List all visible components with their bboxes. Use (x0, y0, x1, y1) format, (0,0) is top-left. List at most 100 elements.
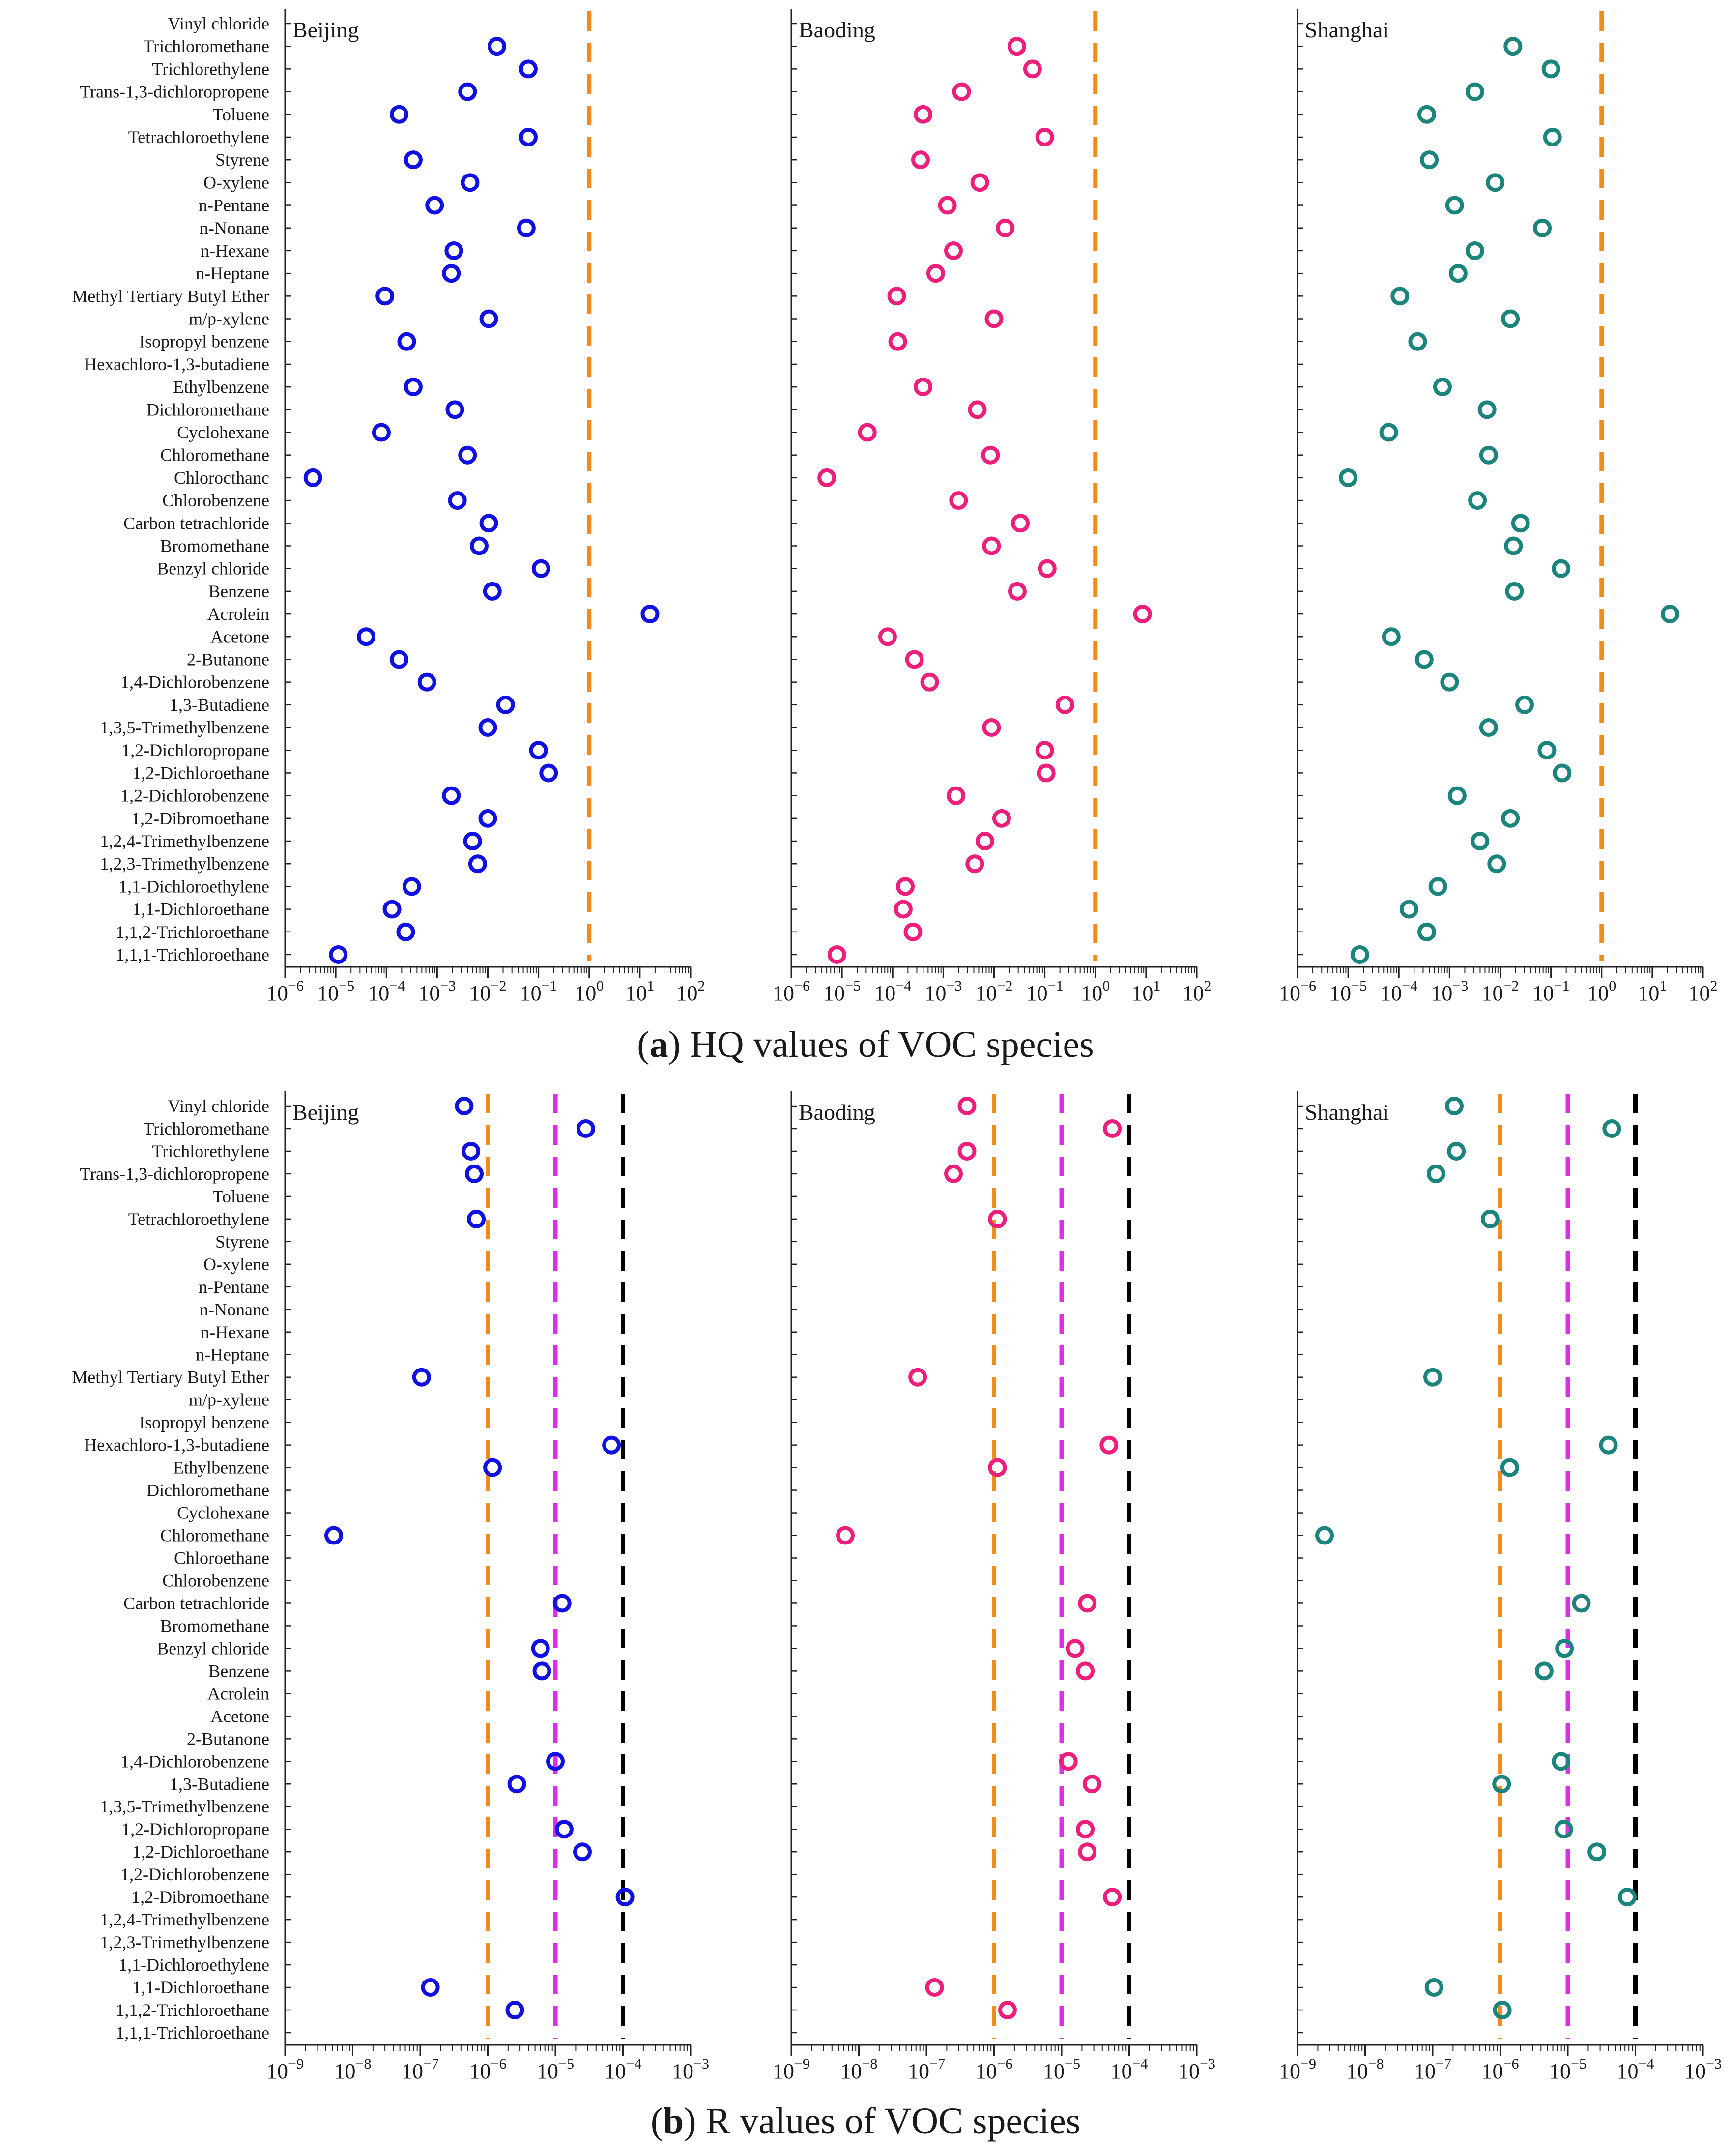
b-species-label-isopropyl-benzene: Isopropyl benzene (139, 1413, 269, 1432)
a-point-baoding-1-2-3-trimethylbenzene (965, 854, 984, 874)
a-species-label-trichlorethylene: Trichlorethylene (152, 59, 269, 79)
a-point-beijing-ethylbenzene (404, 378, 423, 397)
a-species-label-benzyl-chloride: Benzyl chloride (157, 559, 269, 579)
a-x-tick-label: 10−4 (1380, 978, 1417, 1005)
a-x-tick-label: 10−1 (520, 978, 557, 1005)
a-point-beijing-2-butanone (390, 650, 409, 669)
b-point-baoding-1-3-butadiene (1082, 1775, 1101, 1794)
a-species-label-1-3-5-trimethylbenzene: 1,3,5-Trimethylbenzene (100, 718, 269, 737)
a-point-baoding-chlorocthanc (817, 468, 837, 487)
a-point-baoding-ethylbenzene (914, 378, 933, 397)
a-point-baoding-o-xylene (970, 173, 989, 192)
b-x-tick-label: 10−7 (402, 2056, 439, 2083)
a-city-titles: Beijing Baoding Shanghai (292, 17, 1389, 42)
a-species-label-carbon-tetrachloride: Carbon tetrachloride (123, 513, 269, 533)
b-x-tick-label: 10−9 (1279, 2056, 1316, 2083)
a-point-beijing-1-1-dichloroethane (382, 900, 402, 919)
a-point-shanghai-styrene (1420, 150, 1439, 170)
b-point-shanghai-benzyl-chloride (1555, 1639, 1574, 1658)
b-point-baoding-hexachloro-1-3-butadiene (1099, 1435, 1119, 1455)
a-point-shanghai-2-butanone (1414, 650, 1434, 669)
a-x-tick-label: 10−3 (924, 978, 962, 1005)
a-point-baoding-1-1-dichloroethane (894, 900, 913, 919)
a-species-label-1-1-dichloroethane: 1,1-Dichloroethane (132, 900, 269, 919)
b-x-tick-label: 10−7 (1414, 2056, 1451, 2083)
a-point-baoding-n-heptane (926, 264, 945, 283)
a-point-shanghai-1-2-3-trimethylbenzene (1487, 854, 1506, 874)
a-point-baoding-carbon-tetrachloride (1011, 514, 1030, 533)
a-point-baoding-trichlorethylene (1023, 59, 1042, 79)
a-point-beijing-1-4-dichlorobenzene (417, 672, 436, 692)
b-species-label-dichloromethane: Dichloromethane (146, 1481, 269, 1500)
a-point-shanghai-benzene (1505, 582, 1524, 601)
a-point-shanghai-n-heptane (1448, 264, 1468, 283)
b-point-shanghai-carbon-tetrachloride (1572, 1594, 1591, 1613)
a-point-beijing-dichloromethane (445, 400, 464, 419)
a-species-label-1-2-dichlorobenzene: 1,2-Dichlorobenzene (120, 786, 269, 806)
a-point-shanghai-1-1-2-trichloroethane (1417, 922, 1436, 941)
b-point-baoding-carbon-tetrachloride (1078, 1594, 1097, 1613)
a-species-label-n-pentane: n-Pentane (199, 196, 269, 215)
a-species-label-n-heptane: n-Heptane (196, 263, 269, 283)
a-point-baoding-chlorobenzene (949, 491, 968, 510)
a-point-baoding-1-1-1-trichloroethane (827, 945, 846, 964)
a-point-beijing-1-2-dichlorobenzene (442, 786, 461, 805)
a-city-title-shanghai: Shanghai (1305, 17, 1389, 42)
a-point-beijing-1-2-dichloroethane (539, 763, 558, 783)
a-x-tick-label: 10−6 (1279, 978, 1316, 1005)
a-point-shanghai-toluene (1417, 105, 1436, 124)
a-species-label-1-1-2-trichloroethane: 1,1,2-Trichloroethane (115, 922, 269, 942)
a-x-tick-label: 10−3 (1431, 978, 1468, 1005)
a-species-label-2-butanone: 2-Butanone (187, 649, 269, 669)
b-city-titles: Beijing Baoding Shanghai (292, 1100, 1389, 1125)
a-species-label-1-2-4-trimethylbenzene: 1,2,4-Trimethylbenzene (100, 831, 269, 851)
a-point-baoding-m-p-xylene (984, 309, 1004, 328)
b-species-label-tetrachloroethylene: Tetrachloroethylene (128, 1209, 269, 1229)
a-species-label-1-2-dichloropropane: 1,2-Dichloropropane (121, 740, 269, 760)
a-species-label-1-2-dibromoethane: 1,2-Dibromoethane (131, 809, 269, 828)
a-x-tick-label: 100 (575, 978, 604, 1005)
a-species-label-1-2-3-trimethylbenzene: 1,2,3-Trimethylbenzene (100, 854, 269, 874)
a-point-shanghai-carbon-tetrachloride (1511, 514, 1530, 533)
b-point-baoding-1-2-dichloropropane (1076, 1820, 1095, 1839)
b-species-label-chlorobenzene: Chlorobenzene (162, 1571, 269, 1590)
a-point-shanghai-1-2-dichlorobenzene (1447, 786, 1467, 805)
a-point-baoding-methyl-tertiary-butyl-ether (887, 287, 906, 306)
a-point-beijing-1-2-4-trimethylbenzene (463, 832, 482, 851)
a-point-beijing-m-p-xylene (479, 309, 498, 328)
b-axes: 10−9 10−8 10−7 10−6 10−5 10−4 10−3 10−9 10−8 10−7… (266, 1091, 1722, 2083)
a-species-label-chlorocthanc: Chlorocthanc (174, 468, 269, 488)
b-point-beijing-vinyl-chloride (455, 1097, 474, 1115)
a-point-shanghai-trichloromethane (1503, 37, 1523, 56)
a-point-beijing-acrolein (640, 605, 660, 624)
b-point-baoding-vinyl-chloride (957, 1097, 977, 1115)
a-point-baoding-bromomethane (982, 536, 1001, 555)
a-x-tick-label: 10−1 (1026, 978, 1064, 1005)
a-point-shanghai-n-hexane (1465, 241, 1484, 260)
a-species-label-methyl-tertiary-butyl-ether: Methyl Tertiary Butyl Ether (72, 286, 269, 306)
a-point-beijing-bromomethane (469, 536, 489, 555)
a-point-baoding-1-2-4-trimethylbenzene (975, 832, 994, 851)
a-x-tick-label: 101 (625, 978, 654, 1005)
b-species-label-o-xylene: O-xylene (203, 1254, 269, 1274)
a-point-beijing-n-nonane (517, 218, 536, 237)
a-species-label-1-4-dichlorobenzene: 1,4-Dichlorobenzene (120, 672, 269, 692)
b-species-label-methyl-tertiary-butyl-ether: Methyl Tertiary Butyl Ether (72, 1368, 269, 1387)
a-x-tick-label: 10−5 (1329, 978, 1367, 1005)
b-species-label-styrene: Styrene (215, 1232, 269, 1252)
b-city-title-baoding: Baoding (799, 1100, 875, 1125)
a-point-shanghai-chloromethane (1479, 445, 1498, 465)
a-point-shanghai-1-2-4-trimethylbenzene (1471, 832, 1490, 851)
b-species-label-toluene: Toluene (213, 1187, 269, 1206)
a-point-beijing-1-2-dibromoethane (478, 809, 497, 828)
a-point-beijing-tetrachloroethylene (519, 127, 538, 146)
a-point-beijing-1-1-dichloroethylene (402, 877, 421, 896)
b-x-tick-label: 10−9 (266, 2056, 304, 2083)
a-species-label-vinyl-chloride: Vinyl chloride (168, 14, 269, 33)
a-point-beijing-acetone (357, 627, 375, 646)
a-x-tick-label: 102 (1689, 978, 1718, 1005)
b-city-title-beijing: Beijing (292, 1100, 359, 1125)
a-city-title-baoding: Baoding (799, 17, 875, 42)
b-species-label-acrolein: Acrolein (207, 1684, 269, 1703)
b-data-points (324, 1097, 1637, 2020)
